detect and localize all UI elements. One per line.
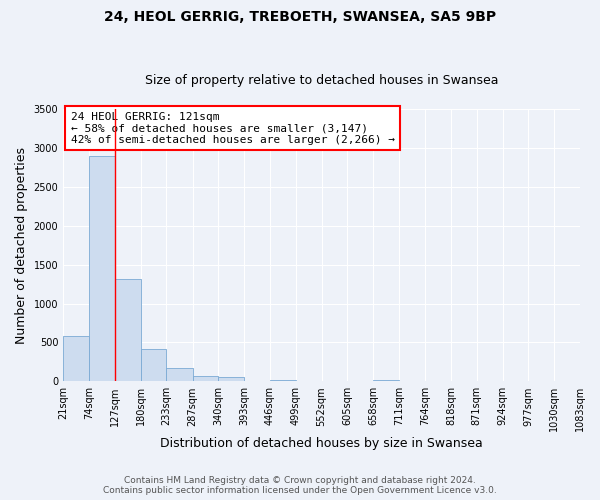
Title: Size of property relative to detached houses in Swansea: Size of property relative to detached ho… [145, 74, 499, 87]
Text: Contains HM Land Registry data © Crown copyright and database right 2024.
Contai: Contains HM Land Registry data © Crown c… [103, 476, 497, 495]
Bar [115, 280, 140, 382]
Text: 24 HEOL GERRIG: 121sqm
← 58% of detached houses are smaller (3,147)
42% of semi-: 24 HEOL GERRIG: 121sqm ← 58% of detached… [71, 112, 395, 145]
Y-axis label: Number of detached properties: Number of detached properties [15, 146, 28, 344]
Bar [89, 156, 115, 382]
Bar [166, 368, 193, 382]
Bar [193, 376, 218, 382]
Bar [373, 380, 399, 382]
Bar [270, 380, 296, 382]
Bar [63, 336, 89, 382]
Bar [218, 377, 244, 382]
Bar [140, 348, 166, 382]
Text: 24, HEOL GERRIG, TREBOETH, SWANSEA, SA5 9BP: 24, HEOL GERRIG, TREBOETH, SWANSEA, SA5 … [104, 10, 496, 24]
X-axis label: Distribution of detached houses by size in Swansea: Distribution of detached houses by size … [160, 437, 483, 450]
